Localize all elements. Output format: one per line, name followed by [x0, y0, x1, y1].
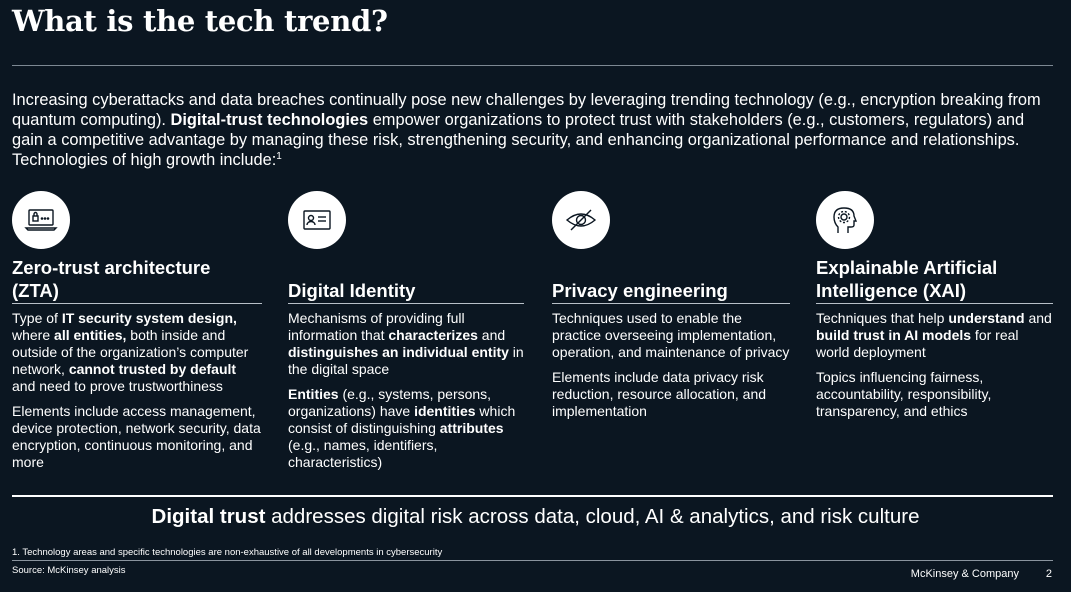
text-run: and — [477, 327, 506, 343]
column-body: Mechanisms of providing full information… — [288, 310, 524, 479]
text-run: Elements include data privacy risk reduc… — [552, 369, 767, 419]
text-run-bold: cannot trusted by default — [68, 361, 237, 377]
col1-para1: Type of IT security system design, where… — [12, 310, 262, 395]
text-run: Topics influencing fairness, accountabil… — [816, 369, 992, 419]
text-run: and need to prove trustworthiness — [12, 378, 223, 394]
intro-text-2: empower organizations to protect trust w… — [12, 111, 1025, 169]
col3-para1: Techniques used to enable the practice o… — [552, 310, 790, 361]
column-title: Explainable Artificial Intelligence (XAI… — [816, 257, 998, 301]
text-run-bold: Entities — [288, 386, 339, 402]
tagline-text: addresses digital risk across data, clou… — [265, 505, 920, 528]
column-body: Type of IT security system design, where… — [12, 310, 262, 479]
column-divider — [12, 303, 262, 304]
intro-bold: Digital-trust technologies — [170, 111, 369, 129]
eye-slash-icon — [552, 191, 610, 249]
column-digital-identity: Digital Identity Mechanisms of providing… — [288, 191, 524, 470]
footnote: 1. Technology areas and specific technol… — [12, 547, 443, 558]
column-title: Digital Identity — [288, 280, 416, 301]
text-run: and — [1024, 310, 1052, 326]
text-run: Elements include access management, devi… — [12, 403, 261, 470]
column-divider — [552, 303, 790, 304]
column-divider — [816, 303, 1053, 304]
column-zta: Zero-trust architecture (ZTA) Type of IT… — [12, 191, 262, 470]
text-run: where — [12, 327, 55, 343]
page-number: 2 — [1045, 568, 1052, 580]
footnote-ref: 1 — [276, 151, 282, 162]
text-run: in the digital space — [288, 344, 524, 377]
col3-para2: Elements include data privacy risk reduc… — [552, 369, 790, 420]
column-xai: Explainable Artificial Intelligence (XAI… — [816, 191, 1053, 419]
text-run: (e.g., names, identifiers, characteristi… — [288, 437, 438, 470]
tagline-divider — [12, 495, 1053, 497]
text-run-bold: all entities, — [54, 327, 127, 343]
brand-name: McKinsey & Company — [910, 568, 1019, 580]
text-run-bold: identities — [414, 403, 476, 419]
text-run: (e.g., systems, persons, organizations) … — [288, 386, 492, 419]
text-run-bold: characterizes — [388, 327, 478, 343]
id-card-icon — [288, 191, 346, 249]
text-run: Type of — [12, 310, 62, 326]
text-run: for real world deployment — [816, 327, 1019, 360]
text-run-bold: understand — [948, 310, 1025, 326]
tagline-bold: Digital trust — [151, 505, 266, 528]
col2-para2: Entities (e.g., systems, persons, organi… — [288, 386, 524, 471]
title-divider — [12, 65, 1053, 66]
intro-paragraph: Increasing cyberattacks and data breache… — [12, 90, 1057, 170]
column-title: Privacy engineering — [552, 280, 728, 301]
head-gear-icon — [816, 191, 874, 249]
source-note: Source: McKinsey analysis — [12, 565, 126, 576]
tagline: Digital trust addresses digital risk acr… — [0, 505, 1071, 529]
col2-para1: Mechanisms of providing full information… — [288, 310, 524, 378]
laptop-lock-icon — [12, 191, 70, 249]
text-run: both inside and outside of the organizat… — [12, 327, 249, 377]
intro-text-1: Increasing cyberattacks and data breache… — [12, 91, 1041, 129]
text-run-bold: attributes — [439, 420, 504, 436]
text-run-bold: distinguishes an individual entity — [288, 344, 509, 360]
footer-divider — [12, 560, 1053, 561]
text-run-bold: build trust in AI models — [816, 327, 972, 343]
text-run: which consist of distinguishing — [288, 403, 516, 436]
column-body: Techniques that help understand and buil… — [816, 310, 1053, 428]
col1-para2: Elements include access management, devi… — [12, 403, 262, 471]
text-run-bold: IT security system design, — [61, 310, 237, 326]
text-run: Techniques that help — [816, 310, 949, 326]
text-run: Mechanisms of providing full information… — [288, 310, 465, 343]
column-body: Techniques used to enable the practice o… — [552, 310, 790, 428]
text-run: Techniques used to enable the practice o… — [552, 310, 790, 360]
col4-para2: Topics influencing fairness, accountabil… — [816, 369, 1053, 420]
col4-para1: Techniques that help understand and buil… — [816, 310, 1053, 361]
column-divider — [288, 303, 524, 304]
column-privacy-engineering: Privacy engineering Techniques used to e… — [552, 191, 790, 419]
page-title: What is the tech trend? — [12, 4, 388, 38]
column-title: Zero-trust architecture (ZTA) — [12, 257, 211, 301]
